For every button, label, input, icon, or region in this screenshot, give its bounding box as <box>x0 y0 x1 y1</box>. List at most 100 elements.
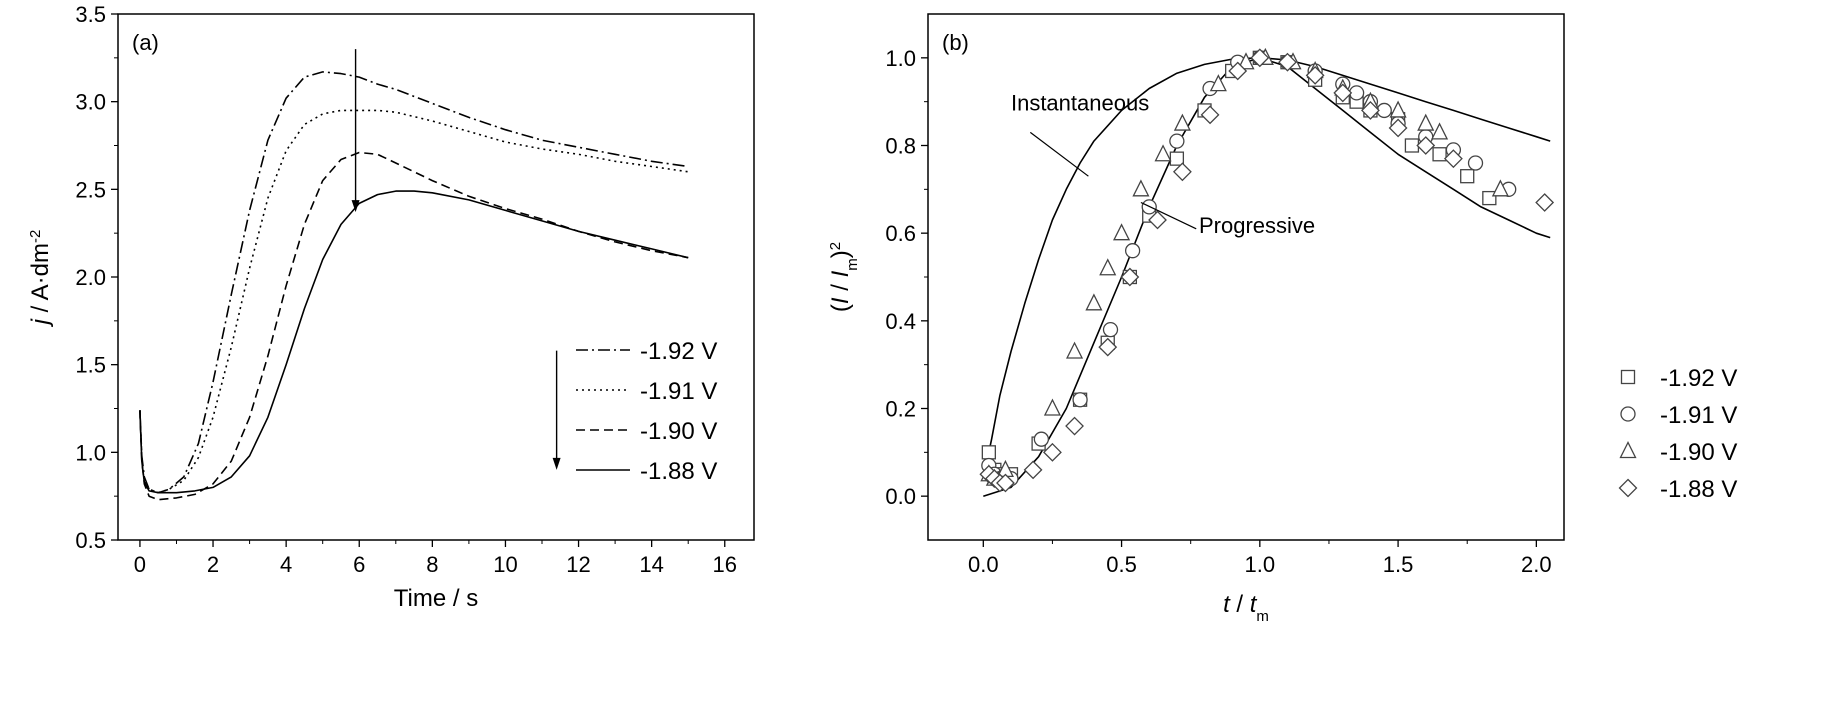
data-point-diamond <box>1065 416 1084 436</box>
data-point-triangle <box>1043 398 1061 416</box>
data-point-diamond <box>1278 52 1297 72</box>
model-curve-1 <box>983 56 1551 497</box>
data-point-triangle <box>1491 179 1509 197</box>
data-point-triangle <box>1066 341 1084 359</box>
data-point-diamond <box>1228 61 1248 81</box>
panel-b-legend: -1.92 V -1.91 V -1.90 V -1.88 V <box>1618 365 1737 503</box>
x-tick-label: 2 <box>207 552 219 577</box>
panel-b-label: (b) <box>942 30 969 55</box>
data-point-triangle <box>1417 113 1435 131</box>
series-line-0 <box>139 71 689 494</box>
panel-b-ticks: 0.0 0.5 1.0 1.5 2.0 0.0 0.2 0.4 0.6 0.8 1.0 <box>885 46 1551 577</box>
data-point-triangle <box>1237 52 1255 70</box>
model-curve-0 <box>982 56 1551 479</box>
data-point-triangle <box>1132 179 1150 197</box>
legend-label-3: -1.88 V <box>640 458 717 485</box>
data-point-triangle <box>1085 293 1103 311</box>
y-tick-label: 0.8 <box>885 134 916 159</box>
panel-b-y-axis-label: (I / Im)2 <box>827 242 861 312</box>
data-point-square <box>1432 147 1447 162</box>
legend-marker-triangle <box>1619 441 1637 459</box>
x-tick-label: 4 <box>280 552 292 577</box>
panel-a-legend: -1.92 V -1.91 V -1.90 V -1.88 V <box>576 338 717 485</box>
legend-label-1: -1.91 V <box>1660 402 1737 429</box>
y-tick-label: 2.0 <box>75 265 106 290</box>
y-tick-label: 0.4 <box>885 309 916 334</box>
panel-b-plot-frame <box>927 13 1565 541</box>
data-point-diamond <box>1443 149 1463 169</box>
instantaneous-leader-line <box>1029 131 1089 177</box>
data-point-diamond <box>1120 267 1140 287</box>
y-tick-label: 1.0 <box>885 46 916 71</box>
panel-a-y-axis-label: j / A·dm-2 <box>27 230 55 328</box>
data-point-circle <box>1072 392 1088 408</box>
series-line-2 <box>139 151 689 501</box>
legend-label-1: -1.91 V <box>640 378 717 405</box>
y-tick-label: 0.2 <box>885 397 916 422</box>
data-point-circle <box>1033 431 1050 447</box>
data-point-circle <box>1124 243 1141 259</box>
panel-a-ticks: 0 2 4 6 8 10 12 14 16 0.5 1.0 1.5 2.0 2.5 3.0 3.5 <box>75 2 737 577</box>
legend-label-2: -1.90 V <box>640 418 717 445</box>
y-tick-label: 0.5 <box>75 528 106 553</box>
data-point-square <box>981 445 996 460</box>
data-point-diamond <box>1535 193 1555 212</box>
y-tick-label: 3.5 <box>75 2 106 27</box>
data-point-diamond <box>1250 48 1270 68</box>
data-point-diamond <box>1333 83 1353 103</box>
data-point-triangle <box>1209 74 1227 92</box>
legend-marker-diamond <box>1618 478 1638 498</box>
legend-label-0: -1.92 V <box>1660 365 1737 392</box>
data-point-square <box>1169 151 1185 166</box>
y-tick-label: 2.5 <box>75 177 106 202</box>
series-line-1 <box>139 109 689 494</box>
panel-a-series <box>139 71 689 501</box>
data-point-diamond <box>1361 101 1380 120</box>
data-point-diamond <box>1148 210 1167 230</box>
data-point-diamond <box>1305 65 1325 85</box>
legend-marker-circle <box>1620 406 1636 422</box>
y-tick-label: 1.5 <box>75 353 106 378</box>
legend-marker-square <box>1620 369 1636 385</box>
panel-b-model-curves <box>982 56 1551 497</box>
data-point-triangle <box>1154 144 1172 162</box>
arrow-head-0 <box>351 200 360 213</box>
data-point-triangle <box>1431 122 1449 140</box>
chart-panel-b: 0.0 0.5 1.0 1.5 2.0 0.0 0.2 0.4 0.6 0.8 1.0 Instan… <box>827 13 1737 625</box>
data-point-triangle <box>1389 100 1407 118</box>
data-point-diamond <box>1043 442 1062 462</box>
data-point-square <box>1460 169 1475 184</box>
x-tick-label: 12 <box>566 552 590 577</box>
x-tick-label: 6 <box>353 552 365 577</box>
data-point-diamond <box>1200 105 1220 125</box>
progressive-leader-line <box>1140 201 1197 230</box>
data-point-diamond <box>1388 118 1408 138</box>
x-tick-label: 2.0 <box>1521 552 1552 577</box>
panel-a-plot-frame <box>117 13 755 541</box>
instantaneous-label: Instantaneous <box>1011 90 1149 115</box>
legend-label-3: -1.88 V <box>1660 476 1737 503</box>
data-point-diamond <box>1098 337 1118 357</box>
data-point-circle <box>1467 155 1484 171</box>
x-tick-label: 1.5 <box>1383 552 1414 577</box>
x-tick-label: 16 <box>713 552 737 577</box>
data-point-diamond <box>1172 162 1192 182</box>
data-point-circle <box>1169 133 1185 149</box>
x-tick-label: 0.5 <box>1106 552 1137 577</box>
x-tick-label: 10 <box>493 552 517 577</box>
panel-b-markers <box>979 47 1555 493</box>
data-point-square <box>1482 190 1497 206</box>
progressive-label: Progressive <box>1199 213 1315 238</box>
y-tick-label: 0.6 <box>885 221 916 246</box>
data-point-triangle <box>1173 113 1191 131</box>
x-tick-label: 1.0 <box>1245 552 1276 577</box>
data-point-triangle <box>1113 223 1131 241</box>
data-point-triangle <box>1099 258 1117 276</box>
y-tick-label: 3.0 <box>75 90 106 115</box>
data-point-diamond <box>1023 460 1043 480</box>
panel-b-x-axis-label: t / tm <box>1223 591 1269 625</box>
x-tick-label: 0 <box>134 552 146 577</box>
x-tick-label: 14 <box>639 552 663 577</box>
panel-a-x-axis-label: Time / s <box>394 585 478 612</box>
